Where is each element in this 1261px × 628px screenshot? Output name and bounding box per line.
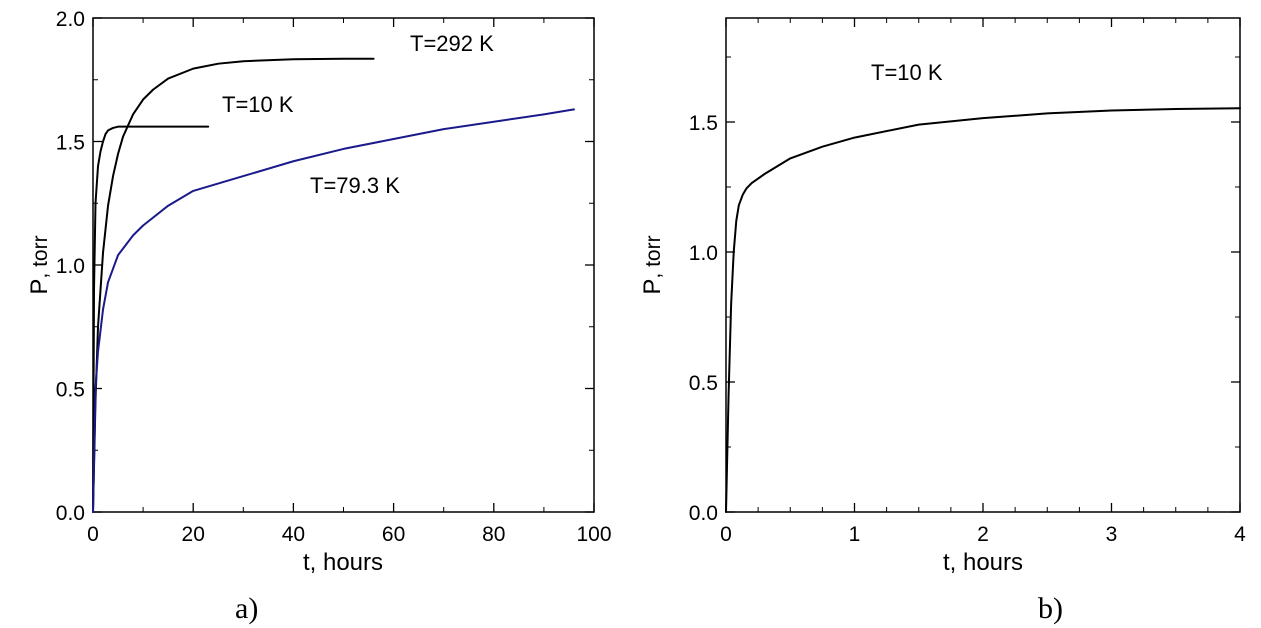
y-tick-label: 2.0 xyxy=(56,8,85,31)
x-tick-label: 20 xyxy=(182,523,205,546)
series-line-t-292-k xyxy=(92,57,375,513)
y-axis-label-main-b: P xyxy=(639,279,666,295)
y-tick-label: 1.0 xyxy=(56,255,85,278)
x-tick-label: 3 xyxy=(1106,523,1118,546)
y-axis-label-a: P, torr xyxy=(26,235,53,294)
x-tick-label: 60 xyxy=(382,523,405,546)
x-tick-label: 1 xyxy=(849,523,861,546)
series-line-t-79-3-k xyxy=(92,108,575,513)
series-line-t-10-k xyxy=(725,107,1241,513)
tick-marks-b xyxy=(725,18,1241,513)
y-tick-label: 1.5 xyxy=(689,112,718,135)
x-tick-label: 0 xyxy=(87,523,99,546)
tick-marks-a xyxy=(92,17,595,513)
x-tick-label: 100 xyxy=(576,523,611,546)
svg-text:P, torr: P, torr xyxy=(26,235,53,294)
y-tick-label: 0.5 xyxy=(56,379,85,402)
plot-frame-a xyxy=(92,17,595,513)
x-tick-label: 40 xyxy=(282,523,305,546)
series-group-b xyxy=(725,107,1241,513)
x-axis-label-a: t, hours xyxy=(303,549,383,576)
y-tick-label: 1.0 xyxy=(689,242,718,265)
svg-text:P, torr: P, torr xyxy=(639,235,666,294)
y-tick-label: 0.0 xyxy=(56,502,85,525)
x-tick-label: 2 xyxy=(977,523,989,546)
annotation-t10-b: T=10 K xyxy=(871,60,943,85)
plot-frame-b xyxy=(725,17,1241,513)
tick-labels-a: 0 20 40 60 80 100 0.0 0.5 1.0 1.5 2.0 xyxy=(56,8,612,546)
x-tick-label: 0 xyxy=(720,523,732,546)
annotation-t10-a: T=10 K xyxy=(222,92,294,117)
y-axis-label-sub-b: , torr xyxy=(642,235,665,278)
panel-label-a: a) xyxy=(235,592,258,625)
x-tick-label: 80 xyxy=(482,523,505,546)
y-tick-label: 0.5 xyxy=(689,372,718,395)
series-line-t-10-k xyxy=(92,125,210,513)
y-axis-label-sub-a: , torr xyxy=(29,235,52,278)
x-tick-label: 4 xyxy=(1234,523,1246,546)
x-axis-label-b: t, hours xyxy=(943,549,1023,576)
panel-label-b: b) xyxy=(1038,592,1063,625)
annotation-t79-a: T=79.3 K xyxy=(310,173,400,198)
y-axis-label-main-a: P xyxy=(26,279,53,295)
panel-a: 0 20 40 60 80 100 0.0 0.5 1.0 1.5 2.0 T=292 K T=10… xyxy=(26,8,612,625)
y-tick-label: 1.5 xyxy=(56,132,85,155)
series-group-a xyxy=(92,57,575,513)
panel-b: 0 1 2 3 4 0.0 0.5 1.0 1.5 T=10 K t, hours P, tor… xyxy=(639,17,1246,625)
y-axis-label-b: P, torr xyxy=(639,235,666,294)
y-tick-label: 0.0 xyxy=(689,502,718,525)
tick-labels-b: 0 1 2 3 4 0.0 0.5 1.0 1.5 xyxy=(689,112,1246,546)
annotation-t292-a: T=292 K xyxy=(410,31,494,56)
